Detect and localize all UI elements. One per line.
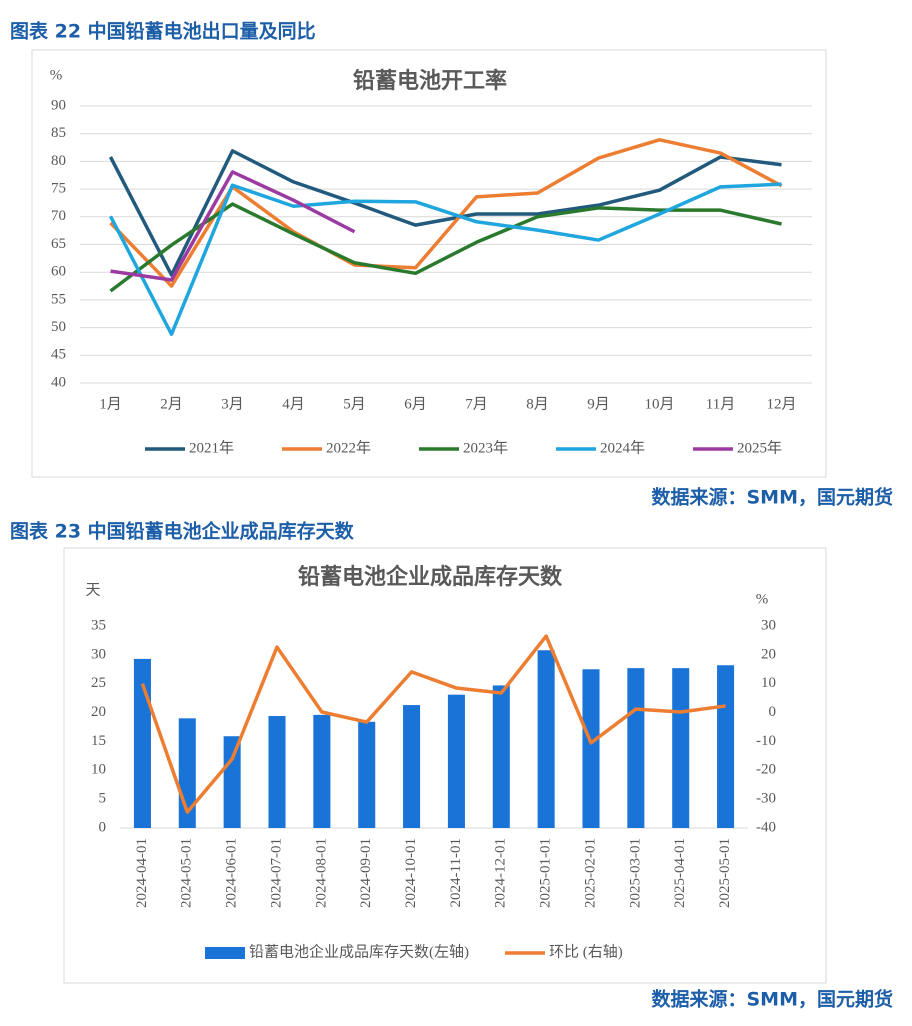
x-tick-label: 6月	[404, 396, 427, 412]
x-tick-label: 2025-05-01	[717, 838, 733, 908]
x-tick-label: 2024-05-01	[179, 838, 195, 908]
bar	[537, 650, 555, 828]
x-tick-label: 1月	[99, 396, 122, 412]
bar	[582, 669, 600, 828]
x-tick-label: 11月	[706, 396, 735, 412]
y2-tick-label: 0	[769, 704, 777, 720]
x-tick-label: 2024-10-01	[403, 838, 419, 908]
x-tick-label: 2月	[160, 396, 183, 412]
chart-frame	[63, 547, 827, 984]
legend-swatch	[205, 947, 245, 959]
y-tick-label: 45	[51, 347, 66, 363]
line-series	[108, 149, 782, 277]
x-tick-label: 10月	[644, 396, 674, 412]
x-tick-label: 2024-07-01	[268, 838, 284, 908]
y-tick-label: 35	[91, 617, 106, 633]
y-axis-label: 天	[85, 582, 100, 598]
x-tick-label: 2024-12-01	[493, 838, 509, 908]
x-tick-label: 2024-08-01	[313, 838, 329, 908]
y2-tick-label: 10	[761, 675, 776, 691]
y2-tick-label: -30	[756, 791, 776, 807]
x-tick-label: 12月	[766, 396, 796, 412]
x-tick-label: 4月	[282, 396, 305, 412]
y-tick-label: 90	[51, 97, 66, 113]
x-tick-label: 2025-03-01	[627, 838, 643, 908]
x-tick-label: 7月	[465, 396, 488, 412]
legend-label: 2024年	[600, 439, 645, 456]
bar	[492, 685, 510, 828]
y-tick-label: 0	[99, 819, 107, 835]
bar	[672, 668, 690, 828]
line-series	[108, 182, 782, 336]
source: 数据来源：SMM，国元期货	[652, 988, 894, 1011]
y-tick-label: 85	[51, 125, 66, 141]
x-tick-label: 8月	[526, 396, 549, 412]
y-tick-label: 50	[51, 319, 66, 335]
line-series	[110, 170, 356, 282]
y2-axis-label: %	[756, 591, 769, 607]
x-tick-label: 9月	[587, 396, 610, 412]
bar	[717, 665, 735, 828]
x-tick-label: 2025-02-01	[582, 838, 598, 908]
figure-caption: 图表 22 中国铅蓄电池出口量及同比	[10, 20, 316, 43]
bar	[627, 668, 645, 828]
y-tick-label: 25	[91, 675, 106, 691]
y-tick-label: 5	[99, 791, 107, 807]
y2-tick-label: 20	[761, 646, 776, 662]
x-tick-label: 5月	[343, 396, 366, 412]
legend-label: 铅蓄电池企业成品库存天数(左轴)	[249, 942, 469, 960]
y2-tick-label: 30	[761, 617, 776, 633]
legend-label: 2021年	[189, 439, 234, 456]
x-tick-label: 2024-09-01	[358, 838, 374, 908]
y-tick-label: 40	[51, 374, 66, 390]
y-tick-label: 30	[91, 646, 106, 662]
legend-label: 2025年	[737, 439, 782, 456]
y-tick-label: 55	[51, 291, 66, 307]
legend-label: 环比 (右轴)	[549, 943, 623, 960]
x-tick-label: 2025-04-01	[672, 838, 688, 908]
bar	[268, 716, 286, 828]
bar	[313, 714, 331, 828]
y-tick-label: 10	[91, 762, 106, 778]
y-tick-label: 15	[91, 733, 106, 749]
chart-frame	[31, 49, 827, 478]
figure-caption: 图表 23 中国铅蓄电池企业成品库存天数	[10, 520, 355, 543]
x-tick-label: 2024-04-01	[134, 838, 150, 908]
legend-label: 2023年	[463, 439, 508, 456]
y-tick-label: 60	[51, 264, 66, 280]
x-tick-label: 3月	[221, 396, 244, 412]
legend-label: 2022年	[326, 439, 371, 456]
bar	[358, 721, 376, 828]
x-tick-label: 2025-01-01	[538, 838, 554, 908]
chart-title: 铅蓄电池开工率	[353, 68, 507, 94]
x-tick-label: 2024-06-01	[224, 838, 240, 908]
y2-tick-label: -20	[756, 762, 776, 778]
x-tick-label: 2024-11-01	[448, 838, 464, 907]
y-tick-label: 70	[51, 208, 66, 224]
bar	[223, 736, 241, 828]
line-series	[109, 138, 783, 288]
y-tick-label: 20	[91, 704, 106, 720]
line-series	[140, 634, 726, 814]
bar	[403, 705, 421, 828]
y-axis-label: %	[50, 67, 63, 83]
y-tick-label: 75	[51, 181, 66, 197]
bar	[447, 694, 465, 828]
y2-tick-label: -40	[756, 819, 776, 835]
source: 数据来源：SMM，国元期货	[652, 486, 894, 509]
y-tick-label: 80	[51, 153, 66, 169]
chart-title: 铅蓄电池企业成品库存天数	[298, 564, 563, 590]
y-tick-label: 65	[51, 236, 66, 252]
y2-tick-label: -10	[756, 733, 776, 749]
